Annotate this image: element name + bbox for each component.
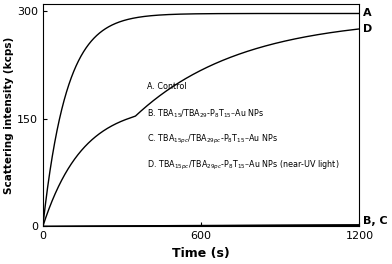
Text: B. TBA$_{15}$/TBA$_{29}$-P$_8$T$_{15}$–Au NPs: B. TBA$_{15}$/TBA$_{29}$-P$_8$T$_{15}$–A… [147,107,265,120]
Y-axis label: Scattering intensity (kcps): Scattering intensity (kcps) [4,37,14,194]
Text: C. TBA$_{15pc}$/TBA$_{29pc}$-P$_8$T$_{15}$–Au NPs: C. TBA$_{15pc}$/TBA$_{29pc}$-P$_8$T$_{15… [147,133,278,146]
Text: B, C: B, C [363,216,388,226]
Text: A. Control: A. Control [147,82,187,91]
Text: D. TBA$_{15pc}$/TBA$_{29pc}$-P$_8$T$_{15}$–Au NPs (near-UV light): D. TBA$_{15pc}$/TBA$_{29pc}$-P$_8$T$_{15… [147,159,340,172]
Text: A: A [363,8,372,18]
X-axis label: Time (s): Time (s) [172,247,230,260]
Text: D: D [363,24,373,34]
